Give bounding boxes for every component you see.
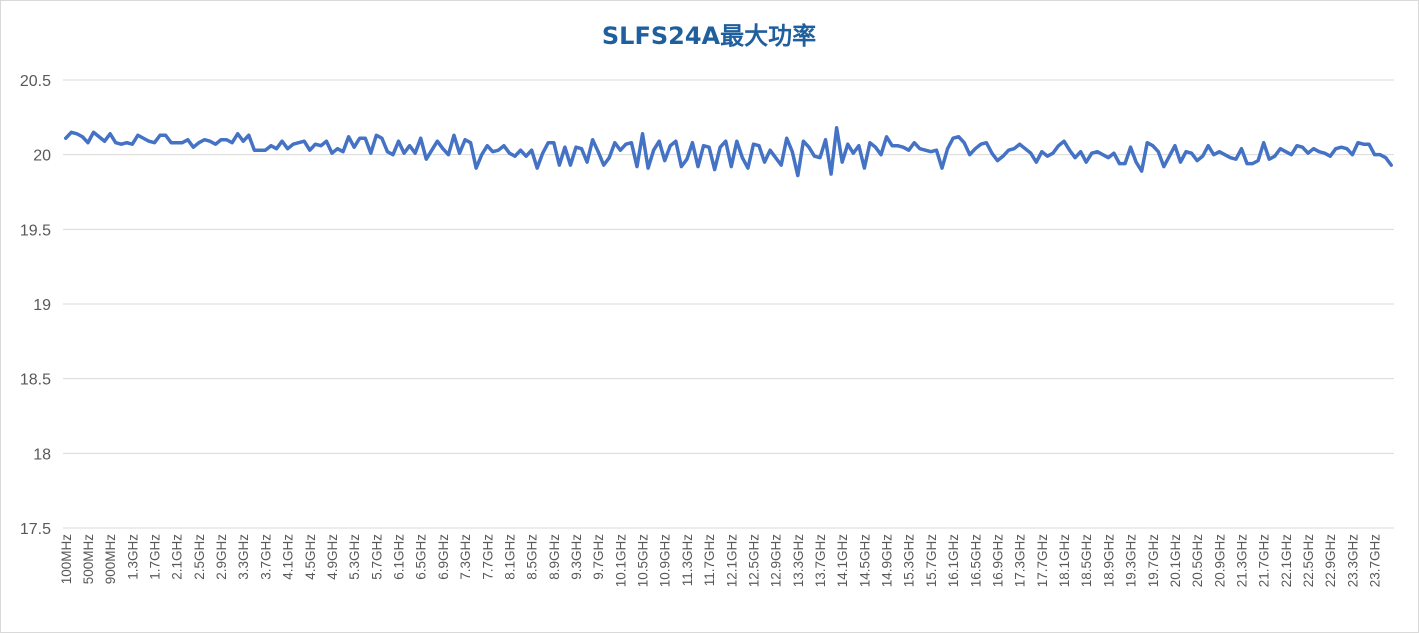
x-tick-label: 16.1GHz [946,534,961,588]
x-tick-label: 4.9GHz [325,534,340,580]
y-axis-labels: 17.5 18 18.5 19 19.5 20 20.5 [20,73,51,538]
x-tick-label: 11.3GHz [680,534,695,587]
x-tick-label: 6.1GHz [392,534,407,580]
x-tick-label: 23.7GHz [1368,534,1383,588]
x-tick-label: 14.9GHz [880,534,895,588]
x-tick-label: 8.1GHz [502,534,517,580]
x-tick-label: 22.5GHz [1301,534,1316,588]
x-tick-label: 15.3GHz [902,534,917,588]
y-tick-label: 20.5 [20,73,51,90]
x-tick-label: 17.3GHz [1013,534,1028,588]
chart-title: SLFS24A最大功率 [602,22,816,50]
x-tick-label: 9.7GHz [591,534,606,580]
x-tick-label: 21.7GHz [1257,534,1272,588]
x-tick-label: 900MHz [103,534,118,585]
x-tick-label: 6.5GHz [414,534,429,580]
x-tick-label: 22.1GHz [1279,534,1294,588]
y-tick-label: 17.5 [20,521,51,538]
x-tick-label: 10.1GHz [613,534,628,588]
x-tick-label: 8.9GHz [547,534,562,580]
x-tick-label: 12.1GHz [724,534,739,588]
x-tick-label: 5.3GHz [347,534,362,580]
series-group [64,126,1393,178]
x-tick-label: 10.9GHz [658,534,673,588]
x-tick-label: 8.5GHz [525,534,540,580]
x-tick-label: 5.7GHz [369,534,384,580]
x-tick-label: 19.3GHz [1124,534,1139,588]
x-tick-label: 2.1GHz [170,534,185,580]
y-tick-label: 18.5 [20,372,51,389]
x-tick-label: 10.5GHz [636,534,651,588]
x-tick-label: 20.5GHz [1190,534,1205,588]
x-tick-label: 4.5GHz [303,534,318,580]
x-tick-label: 18.5GHz [1079,534,1094,588]
series-line [64,126,1393,178]
y-tick-label: 20 [33,148,51,165]
x-tick-label: 13.7GHz [813,534,828,588]
x-tick-label: 14.1GHz [835,534,850,588]
x-tick-label: 16.9GHz [990,534,1005,588]
x-tick-label: 500MHz [81,534,96,585]
x-tick-label: 6.9GHz [436,534,451,580]
x-axis-labels: 100MHz 500MHz 900MHz 1.3GHz 1.7GHz 2.1GHz 2.5G… [59,534,1383,588]
x-tick-label: 7.3GHz [458,534,473,580]
x-tick-label: 13.3GHz [791,534,806,588]
x-tick-label: 2.9GHz [214,534,229,580]
x-tick-label: 100MHz [59,534,74,585]
x-tick-label: 3.7GHz [258,534,273,580]
x-tick-label: 18.1GHz [1057,534,1072,588]
x-tick-label: 12.9GHz [769,534,784,588]
x-tick-label: 2.5GHz [192,534,207,580]
x-tick-label: 11.7GHz [702,534,717,587]
x-tick-label: 22.9GHz [1323,534,1338,588]
x-tick-label: 1.7GHz [148,534,163,580]
y-tick-label: 18 [33,446,51,463]
x-tick-label: 1.3GHz [125,534,140,580]
x-tick-label: 16.5GHz [968,534,983,588]
y-tick-label: 19.5 [20,222,51,239]
x-tick-label: 12.5GHz [746,534,761,588]
x-tick-label: 4.1GHz [281,534,296,580]
x-tick-label: 14.5GHz [857,534,872,588]
x-tick-label: 19.7GHz [1146,534,1161,588]
x-tick-label: 7.7GHz [480,534,495,580]
x-tick-label: 9.3GHz [569,534,584,580]
x-tick-label: 23.3GHz [1345,534,1360,588]
x-tick-label: 20.9GHz [1212,534,1227,588]
y-tick-label: 19 [33,297,51,314]
x-tick-label: 17.7GHz [1035,534,1050,588]
x-tick-label: 18.9GHz [1101,534,1116,588]
x-tick-label: 21.3GHz [1234,534,1249,588]
x-tick-label: 20.1GHz [1168,534,1183,588]
x-tick-label: 15.7GHz [924,534,939,588]
x-tick-label: 3.3GHz [236,534,251,580]
